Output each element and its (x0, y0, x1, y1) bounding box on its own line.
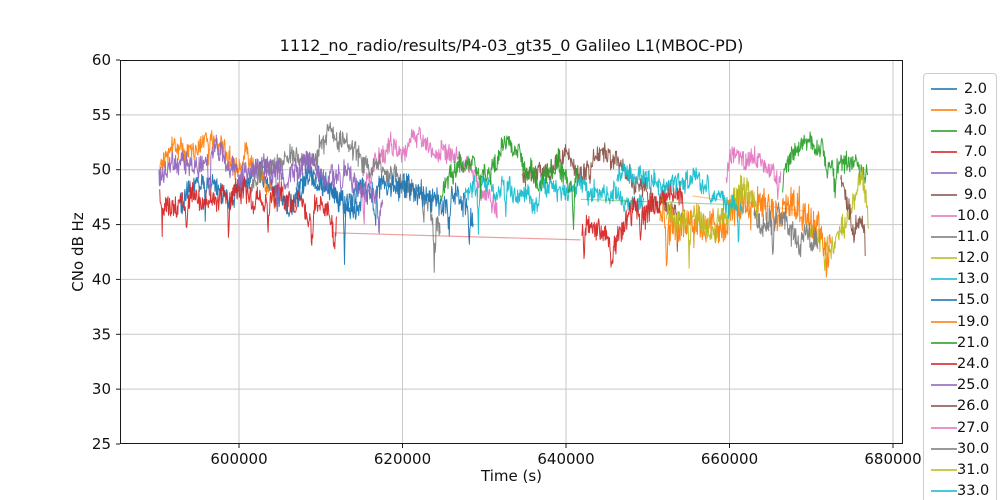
legend-item-label: 13.0 (957, 271, 990, 288)
y-tick-label: 60 (92, 51, 111, 69)
series-line-4.0 (782, 131, 868, 199)
series-line-19.0 (659, 185, 832, 278)
legend-item-label: 24.0 (957, 356, 990, 373)
legend-line-sample (931, 384, 957, 387)
legend-item-label: 26.0 (957, 398, 990, 415)
legend-item: 15.0 (924, 290, 996, 311)
legend-line-sample (931, 447, 957, 450)
legend-line-sample (931, 341, 957, 344)
series-layer (158, 121, 869, 278)
legend-line-sample (931, 151, 957, 154)
legend-line-sample (931, 172, 957, 175)
legend-item-label: 4.0 (963, 122, 987, 139)
x-tick-label: 600000 (210, 450, 267, 468)
y-tick-label: 30 (92, 380, 111, 398)
legend-item-label: 33.0 (957, 483, 990, 500)
legend-item-label: 27.0 (957, 419, 990, 436)
legend-line-sample (931, 426, 957, 429)
legend-item: 3.0 (924, 99, 996, 120)
legend-item-label: 12.0 (957, 250, 990, 267)
legend: 2.0 3.0 4.0 7.0 8.0 9.0 10.0 11.0 12.0 13.0 15.0 19… (923, 73, 997, 500)
y-tick-label: 35 (92, 325, 111, 343)
legend-line-sample (931, 363, 957, 366)
y-tick-label: 45 (92, 216, 111, 234)
legend-item-label: 19.0 (957, 313, 990, 330)
legend-item: 31.0 (924, 459, 996, 480)
y-tick-label: 25 (92, 435, 111, 453)
legend-item-label: 9.0 (963, 186, 987, 203)
legend-item: 4.0 (924, 120, 996, 141)
legend-line-sample (931, 193, 957, 196)
legend-item: 26.0 (924, 396, 996, 417)
legend-item: 33.0 (924, 481, 996, 500)
legend-item: 9.0 (924, 184, 996, 205)
legend-item: 24.0 (924, 353, 996, 374)
x-tick-label: 680000 (864, 450, 921, 468)
legend-line-sample (931, 468, 957, 471)
series-line-33.0 (616, 162, 743, 243)
legend-item-label: 2.0 (963, 80, 987, 97)
legend-item: 11.0 (924, 226, 996, 247)
legend-item: 19.0 (924, 311, 996, 332)
series-line-30.0 (753, 202, 819, 258)
legend-item-label: 30.0 (957, 440, 990, 457)
x-tick-label: 620000 (374, 450, 431, 468)
legend-item: 8.0 (924, 163, 996, 184)
plot-border (120, 60, 903, 444)
series-line-26.0 (840, 174, 866, 257)
legend-line-sample (931, 257, 957, 260)
series-line-11.0 (250, 121, 441, 273)
legend-line-sample (931, 490, 957, 493)
legend-item: 25.0 (924, 375, 996, 396)
x-tick-label: 660000 (701, 450, 758, 468)
series-line-7.0 (159, 176, 338, 250)
series-line-15.0 (295, 162, 474, 245)
legend-line-sample (931, 320, 957, 323)
legend-item: 12.0 (924, 248, 996, 269)
series-line-31.0 (666, 174, 759, 269)
series-line-24.0 (581, 180, 685, 268)
series-line-10.0 (357, 126, 498, 225)
legend-item: 13.0 (924, 269, 996, 290)
y-tick-label: 50 (92, 161, 111, 179)
trend-line (580, 198, 738, 206)
legend-line-sample (931, 235, 957, 238)
legend-item-label: 15.0 (957, 292, 990, 309)
series-line-8.0 (158, 134, 280, 212)
legend-line-sample (931, 299, 957, 302)
trend-line (332, 232, 581, 241)
legend-item: 7.0 (924, 142, 996, 163)
legend-item: 27.0 (924, 417, 996, 438)
legend-item-label: 31.0 (957, 461, 990, 478)
legend-line-sample (931, 405, 957, 408)
y-tick-label: 40 (92, 270, 111, 288)
legend-item-label: 25.0 (957, 377, 990, 394)
y-tick-label: 55 (92, 106, 111, 124)
legend-item-label: 7.0 (963, 144, 987, 161)
series-line-27.0 (725, 145, 782, 200)
legend-item: 30.0 (924, 438, 996, 459)
legend-line-sample (931, 214, 957, 217)
legend-item-label: 8.0 (963, 165, 987, 182)
chart-title: 1112_no_radio/results/P4-03_gt35_0 Galil… (279, 36, 744, 55)
x-axis-label: Time (s) (481, 467, 542, 485)
legend-line-sample (931, 129, 957, 132)
series-line-13.0 (464, 173, 645, 235)
legend-line-sample (931, 87, 957, 90)
legend-item-label: 10.0 (957, 207, 990, 224)
series-line-25.0 (263, 150, 384, 234)
legend-item-label: 11.0 (957, 228, 990, 245)
legend-line-sample (931, 278, 957, 281)
y-axis-label: CNo dB Hz (69, 212, 87, 292)
legend-item-label: 3.0 (963, 101, 987, 118)
legend-item: 10.0 (924, 205, 996, 226)
legend-line-sample (931, 108, 957, 111)
legend-item-label: 21.0 (957, 334, 990, 351)
x-tick-label: 640000 (537, 450, 594, 468)
series-line-21.0 (439, 135, 579, 230)
legend-item: 2.0 (924, 78, 996, 99)
legend-item: 21.0 (924, 332, 996, 353)
